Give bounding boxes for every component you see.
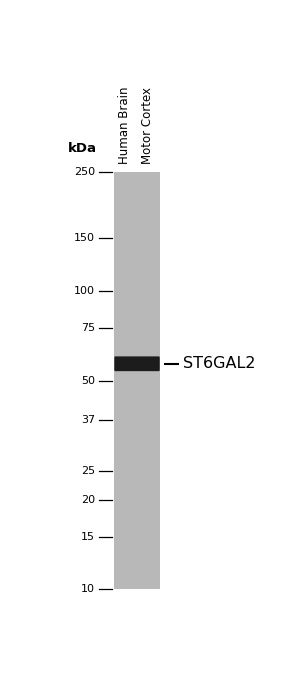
Text: 100: 100: [74, 286, 95, 296]
Text: Human Brain: Human Brain: [118, 86, 131, 164]
Text: 20: 20: [81, 495, 95, 504]
Text: 150: 150: [74, 233, 95, 244]
Text: ST6GAL2: ST6GAL2: [183, 356, 256, 371]
Text: 37: 37: [81, 415, 95, 425]
Text: 15: 15: [81, 532, 95, 542]
Text: 250: 250: [74, 167, 95, 177]
FancyBboxPatch shape: [114, 357, 160, 371]
Text: kDa: kDa: [68, 142, 97, 155]
Text: 25: 25: [81, 466, 95, 475]
Text: 50: 50: [81, 376, 95, 386]
Bar: [114, 172, 160, 589]
Text: Motor Cortex: Motor Cortex: [141, 87, 154, 164]
Text: 10: 10: [81, 584, 95, 594]
Text: 75: 75: [81, 323, 95, 333]
